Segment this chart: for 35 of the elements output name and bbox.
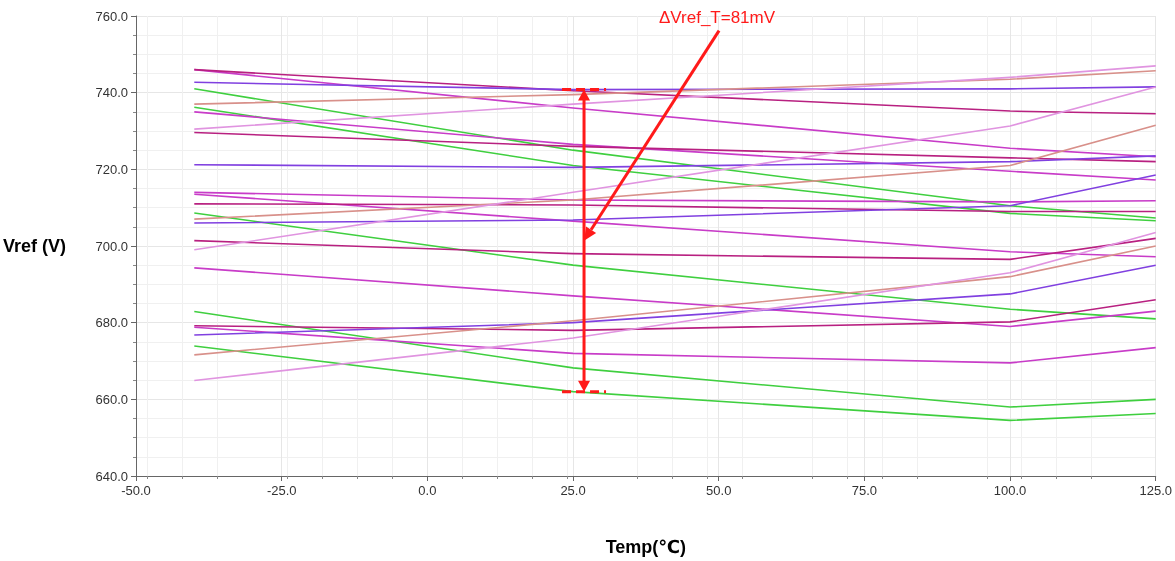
y-axis-title: Vref (V) bbox=[2, 236, 67, 256]
y-tick-label: 740.0 bbox=[95, 85, 129, 101]
line-series bbox=[193, 237, 1157, 261]
y-tick-label: 760.0 bbox=[95, 8, 129, 24]
line-series bbox=[193, 264, 1157, 336]
line-series bbox=[193, 70, 1157, 105]
x-tick-label: 25.0 bbox=[560, 483, 586, 498]
line-series bbox=[193, 131, 1157, 163]
annotation: ΔVref_T=81mV bbox=[659, 7, 776, 27]
x-tick-label: -50.0 bbox=[121, 483, 151, 498]
y-tick-label: 680.0 bbox=[95, 315, 129, 331]
line-series bbox=[193, 326, 1157, 364]
line-series bbox=[193, 245, 1157, 356]
x-axis-title: Temp(℃) bbox=[605, 537, 687, 557]
x-tick-label: 75.0 bbox=[851, 483, 878, 498]
line-series bbox=[193, 81, 1157, 91]
line-series bbox=[193, 212, 1157, 320]
line-series bbox=[193, 111, 1157, 181]
y-tick-label: 640.0 bbox=[95, 468, 129, 484]
line-series bbox=[193, 345, 1157, 422]
x-tick-label: 125.0 bbox=[1139, 483, 1173, 498]
line-series bbox=[193, 298, 1157, 332]
line-series bbox=[193, 68, 1157, 115]
line-series bbox=[193, 155, 1157, 169]
x-tick-label: -25.0 bbox=[266, 483, 297, 498]
line-series bbox=[193, 231, 1157, 382]
line-series bbox=[193, 310, 1157, 408]
x-tick-label: 100.0 bbox=[993, 483, 1027, 498]
x-tick-label: 50.0 bbox=[706, 483, 732, 498]
x-tick-label: 0.0 bbox=[418, 483, 437, 498]
y-tick-label: 660.0 bbox=[95, 391, 129, 407]
line-series bbox=[193, 267, 1157, 328]
y-tick-label: 700.0 bbox=[95, 238, 129, 254]
y-tick-label: 720.0 bbox=[95, 161, 129, 177]
line-series bbox=[193, 65, 1157, 130]
